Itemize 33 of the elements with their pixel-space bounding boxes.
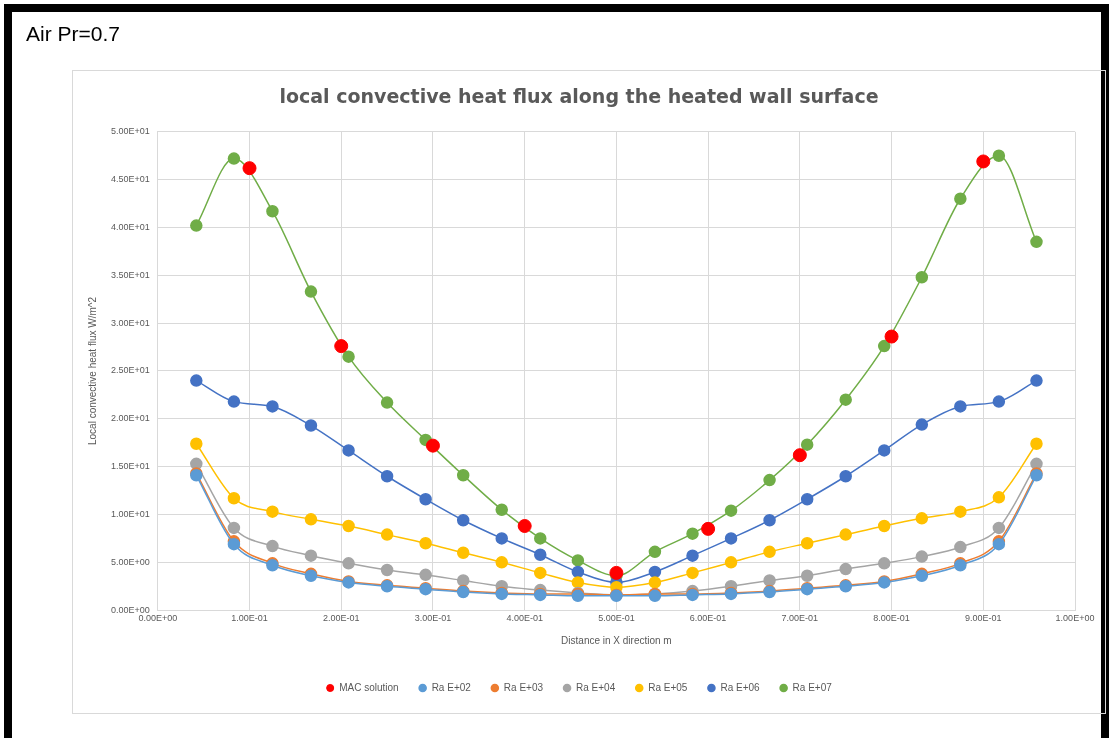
x-tick-label: 0.00E+00 [138, 613, 178, 624]
x-tick-label: 5.00E-01 [598, 613, 635, 624]
x-tick-label: 1.00E-01 [231, 613, 268, 624]
y-tick-label: 1.50E+01 [110, 461, 150, 472]
x-axis-title: Distance in X direction m [561, 634, 672, 646]
y-tick-label: 4.00E+01 [110, 221, 150, 232]
y-tick-label: 4.50E+01 [110, 174, 150, 185]
chart-title: local convective heat flux along the heated wall surface [279, 85, 879, 108]
y-tick-label: 1.00E+01 [110, 509, 150, 519]
x-tick-label: 6.00E-01 [689, 613, 727, 624]
x-tick-label: 1.00E+00 [1055, 613, 1095, 624]
text: Air Pr=0.7 [26, 22, 120, 46]
y-tick-label: 2.50E+01 [110, 365, 150, 376]
legend-label: MAC solution [339, 681, 399, 693]
legend-label: Ra E+06 [720, 681, 761, 693]
x-tick-label: 4.00E-01 [506, 613, 543, 624]
y-tick-label: 5.00E+01 [110, 126, 150, 137]
x-tick-label: 3.00E-01 [414, 613, 452, 624]
legend-label: Ra E+07 [792, 681, 833, 693]
legend-label: Ra E+02 [431, 681, 472, 693]
legend-label: Ra E+03 [503, 681, 544, 693]
legend-label: Ra E+05 [648, 681, 688, 693]
x-tick-label: 7.00E-01 [781, 613, 819, 624]
y-tick-label: 3.00E+01 [110, 317, 150, 328]
y-tick-label: 3.50E+01 [110, 269, 150, 280]
y-tick-label: 5.00E+00 [110, 556, 150, 567]
x-tick-label: 8.00E-01 [873, 613, 910, 624]
y-axis-title: Local convective heat flux W/m^2 [86, 296, 98, 446]
x-tick-label: 9.00E-01 [965, 613, 1002, 624]
y-tick-label: 0.00E+00 [110, 604, 150, 615]
legend-label: Ra E+04 [576, 681, 616, 693]
x-tick-label: 2.00E-01 [322, 613, 360, 624]
y-tick-label: 2.00E+01 [110, 413, 150, 424]
